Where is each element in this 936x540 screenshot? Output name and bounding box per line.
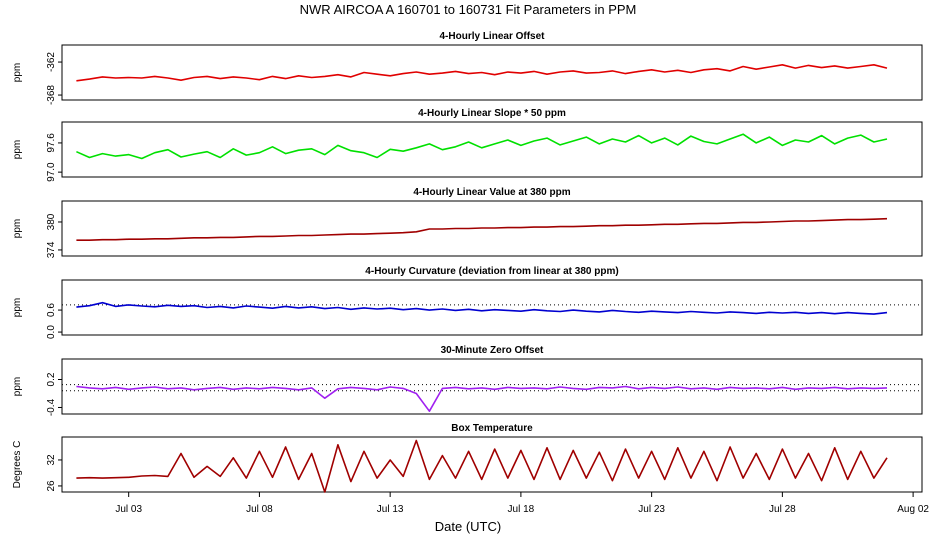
main-title: NWR AIRCOA A 160701 to 160731 Fit Parame… [300,2,637,17]
panel-title: 4-Hourly Curvature (deviation from linea… [365,266,618,277]
data-line [76,133,888,160]
y-axis-label: ppm [12,219,23,238]
y-axis-label: Degrees C [12,441,23,489]
data-line [76,64,888,82]
plot-frame [61,121,923,178]
y-tick-label: 0.6 [46,303,57,317]
x-tick-label: Aug 02 [897,504,929,515]
x-tick-label: Jul 13 [377,504,404,515]
y-axis-label: ppm [12,298,23,317]
y-axis-label: ppm [12,377,23,396]
y-tick-label: 374 [46,241,57,258]
y-tick-label: 32 [46,454,57,466]
x-tick-label: Jul 08 [246,504,273,515]
data-line [76,217,888,241]
y-tick-label: 97.0 [46,162,57,182]
panel-title: Box Temperature [451,423,533,434]
plot-frame [61,200,923,257]
plot-frame [61,358,923,415]
y-tick-label: 97.6 [46,133,57,153]
y-tick-label: -362 [46,52,57,72]
y-axis-label: ppm [12,140,23,159]
x-axis-label: Date (UTC) [435,519,501,534]
y-tick-label: 380 [46,213,57,230]
panel-title: 4-Hourly Linear Value at 380 ppm [413,187,570,198]
plot-frame [61,279,923,336]
plot-frame [61,44,923,101]
y-tick-label: -0.4 [46,398,57,416]
y-tick-label: 0.0 [46,325,57,339]
y-axis-label: ppm [12,63,23,82]
x-tick-label: Jul 18 [508,504,535,515]
data-line [76,385,888,412]
panel-title: 4-Hourly Linear Offset [439,31,545,42]
plot-frame [61,436,923,493]
x-tick-label: Jul 03 [115,504,142,515]
y-tick-label: 26 [46,480,57,492]
panel-title: 4-Hourly Linear Slope * 50 ppm [418,108,566,119]
data-line [76,439,888,493]
y-tick-label: -368 [46,85,57,105]
x-tick-label: Jul 28 [769,504,796,515]
x-tick-label: Jul 23 [638,504,665,515]
panel-title: 30-Minute Zero Offset [441,345,544,356]
data-line [76,301,888,315]
y-tick-label: 0.2 [46,372,57,386]
